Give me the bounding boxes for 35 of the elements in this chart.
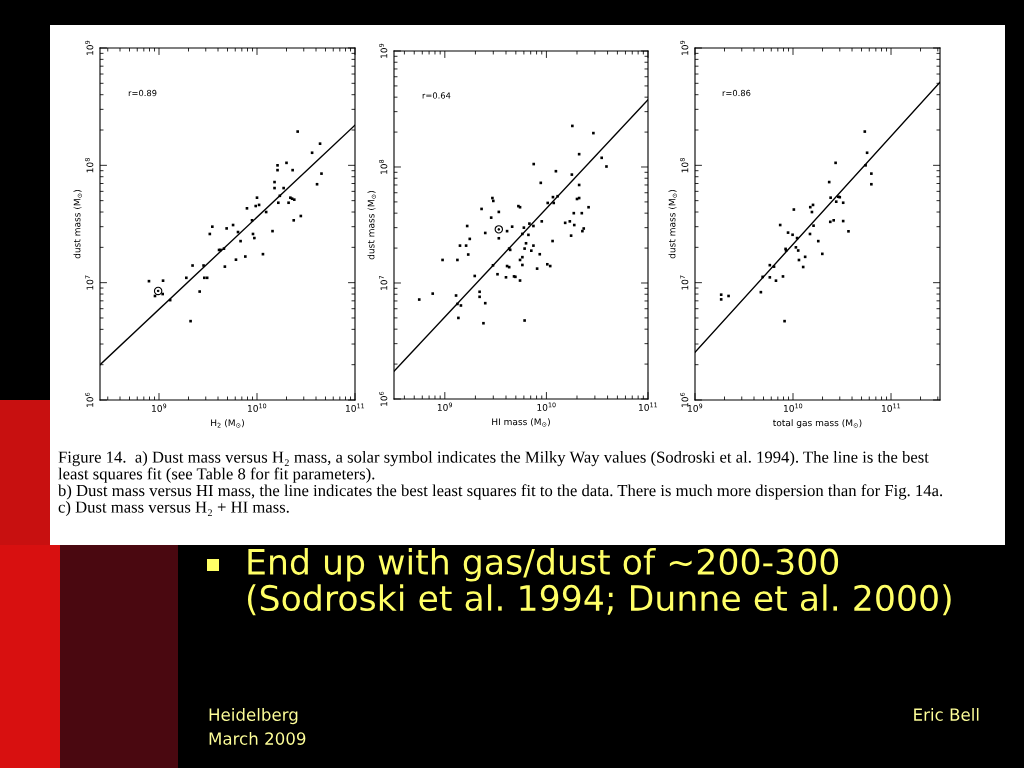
x-tick-label: 10$^{11}$ [882,403,901,412]
x-tick-label: 10$^{10}$ [537,402,556,411]
y-tick-label: 10$^{6}$ [379,391,388,406]
y-tick-label: 10$^{7}$ [379,275,388,290]
x-tick-label: 10$^{9}$ [688,403,703,412]
y-tick-label: 10$^{8}$ [680,158,689,173]
x-tick-label: 10$^{10}$ [784,403,803,412]
x-axis-title: H$_{2}$ (M$_{⊙}$) [211,419,244,428]
y-tick-label: 10$^{7}$ [85,275,94,290]
x-axis-title: HI mass (M$_{⊙}$) [492,418,550,427]
annotation: r=0.89 [128,89,157,97]
y-tick-label: 10$^{8}$ [379,159,388,174]
y-tick-label: 10$^{9}$ [379,43,388,58]
x-tick-label: 10$^{11}$ [639,402,658,411]
y-axis-title: dust mass (M$_{⊙}$) [73,189,82,259]
y-tick-label: 10$^{6}$ [85,392,94,407]
x-axis-title: total gas mass (M$_{⊙}$) [773,419,862,428]
y-tick-label: 10$^{7}$ [680,275,689,290]
text: March 2009 [209,732,306,745]
y-axis-title: dust mass (M$_{⊙}$) [367,190,376,260]
y-tick-label: 10$^{8}$ [85,158,94,173]
text: End up with gas/dust of ~200-300 (Sodroski et al. 1994; Dunne et al. 2000) [247,548,951,616]
x-tick-label: 10$^{9}$ [437,402,453,411]
y-axis-title: dust mass (M$_{⊙}$) [668,189,677,259]
caption: Figure 14. a) Dust mass versus H₂ mass, a solar symbol indicates the Milky Way values (Sodroski et al. 1994). The line is the best least squares fit (see Table 8 for fit parameters). b) Dust mass versus HI mass, the line indicates the best least squares fit to the data. There is much more dispersion than for Fig. 14a. c) Dust mass versus H₂ + HI mass. [58,451,943,517]
x-tick-label: 10$^{10}$ [248,403,267,412]
annotation: r=0.64 [422,92,451,99]
x-tick-label: 10$^{11}$ [346,403,365,412]
y-tick-label: 10$^{9}$ [85,40,94,55]
x-tick-label: 10$^{9}$ [152,403,167,412]
y-tick-label: 10$^{9}$ [680,40,689,55]
text: Eric Bell [914,708,979,721]
text: Heidelberg [209,708,298,725]
annotation: r=0.86 [722,89,751,97]
y-tick-label: 10$^{6}$ [680,392,689,407]
